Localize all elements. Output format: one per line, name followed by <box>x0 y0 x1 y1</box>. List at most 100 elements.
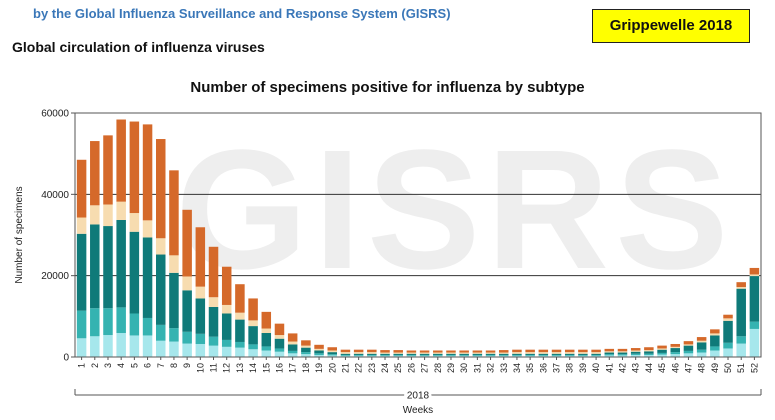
bar-segment <box>261 350 272 357</box>
bar-segment <box>129 121 140 214</box>
bar-segment <box>630 353 641 355</box>
bar-segment <box>90 205 100 225</box>
bar-segment <box>182 290 192 332</box>
bar-segment <box>485 352 496 354</box>
bar-segment <box>182 276 192 291</box>
bar-segment <box>657 352 667 355</box>
x-tick-label: 34 <box>512 363 522 373</box>
y-tick-label: 60000 <box>41 109 69 120</box>
bar-segment <box>380 350 390 353</box>
bar-segment <box>657 354 667 357</box>
year-label: 2018 <box>407 391 430 402</box>
bar-segment <box>696 342 707 350</box>
bar-segment <box>406 352 417 354</box>
bar-segment <box>446 355 456 357</box>
bar-segment <box>710 350 720 357</box>
bar-segment <box>485 355 496 357</box>
bar-segment <box>287 344 298 351</box>
bar-segment <box>301 345 311 348</box>
x-tick-label: 46 <box>670 363 680 373</box>
bar-segment <box>472 350 483 353</box>
bar-segment <box>578 354 588 356</box>
bar-segment <box>90 141 100 206</box>
bar-segment <box>459 354 469 356</box>
x-tick-label: 9 <box>182 363 192 368</box>
bar-segment <box>314 350 324 354</box>
bar-segment <box>578 352 588 354</box>
watermark-text: GISRS <box>175 115 734 305</box>
bar-segment <box>406 354 417 356</box>
bar-segment <box>261 346 272 351</box>
x-tick-label: 5 <box>129 363 139 368</box>
bar-segment <box>301 352 311 355</box>
bar-segment <box>723 342 733 349</box>
bar-segment <box>446 353 456 355</box>
bar-segment <box>433 350 443 353</box>
bar-segment <box>90 336 100 357</box>
x-tick-label: 50 <box>723 363 733 373</box>
bar-segment <box>604 355 615 357</box>
x-tick-label: 29 <box>446 363 456 373</box>
bar-segment <box>578 355 588 357</box>
bar-segment <box>274 323 285 336</box>
y-tick-label: 0 <box>63 353 69 364</box>
x-tick-label: 23 <box>367 363 377 373</box>
bar-segment <box>195 298 206 334</box>
bar-segment <box>749 328 760 357</box>
bar-segment <box>591 352 601 354</box>
bar-segment <box>564 355 575 357</box>
bar-segment <box>274 338 285 349</box>
bar-segment <box>604 352 615 355</box>
bar-segment <box>90 308 100 337</box>
x-tick-label: 27 <box>420 363 430 373</box>
gisrs-subtitle: by the Global Influenza Surveillance and… <box>33 6 451 21</box>
bar-segment <box>749 321 760 329</box>
bar-segment <box>723 314 733 319</box>
x-axis-title: Weeks <box>403 405 433 416</box>
x-tick-label: 43 <box>631 363 641 373</box>
bar-segment <box>340 353 351 355</box>
bar-segment <box>367 355 377 357</box>
bar-segment <box>617 355 628 357</box>
x-tick-label: 21 <box>340 363 350 373</box>
bar-segment <box>129 313 140 336</box>
bar-segment <box>551 355 562 357</box>
bar-segment <box>591 353 601 355</box>
x-tick-label: 3 <box>103 363 113 368</box>
bar-segment <box>76 310 87 339</box>
bar-segment <box>340 352 351 354</box>
bar-segment <box>736 343 746 357</box>
bar-segment <box>142 335 153 357</box>
bar-segment <box>723 320 733 343</box>
bar-segment <box>221 346 232 357</box>
bar-segment <box>683 350 694 354</box>
bar-segment <box>261 311 272 329</box>
bar-segment <box>76 217 87 234</box>
x-tick-label: 38 <box>565 363 575 373</box>
bar-segment <box>591 355 601 357</box>
bar-segment <box>644 347 654 351</box>
bar-segment <box>380 354 390 356</box>
bar-segment <box>287 341 298 345</box>
bar-segment <box>459 352 469 354</box>
bar-segment <box>301 354 311 357</box>
bar-segment <box>564 349 575 353</box>
bar-segment <box>472 354 483 356</box>
bar-segment <box>657 349 667 353</box>
bar-segment <box>327 347 337 351</box>
bar-segment <box>380 355 390 357</box>
bar-segment <box>116 219 126 308</box>
bar-segment <box>248 326 258 345</box>
bar-segment <box>525 353 535 355</box>
bar-segment <box>353 349 364 353</box>
bar-segment <box>564 352 575 354</box>
bar-segment <box>683 344 694 346</box>
bar-segment <box>604 354 615 356</box>
bar-segment <box>195 343 206 357</box>
x-tick-label: 25 <box>393 363 403 373</box>
x-tick-label: 8 <box>169 363 179 368</box>
bar-segment <box>248 298 258 321</box>
bar-segment <box>710 333 720 336</box>
bar-segment <box>301 347 311 353</box>
bar-segment <box>116 201 126 220</box>
